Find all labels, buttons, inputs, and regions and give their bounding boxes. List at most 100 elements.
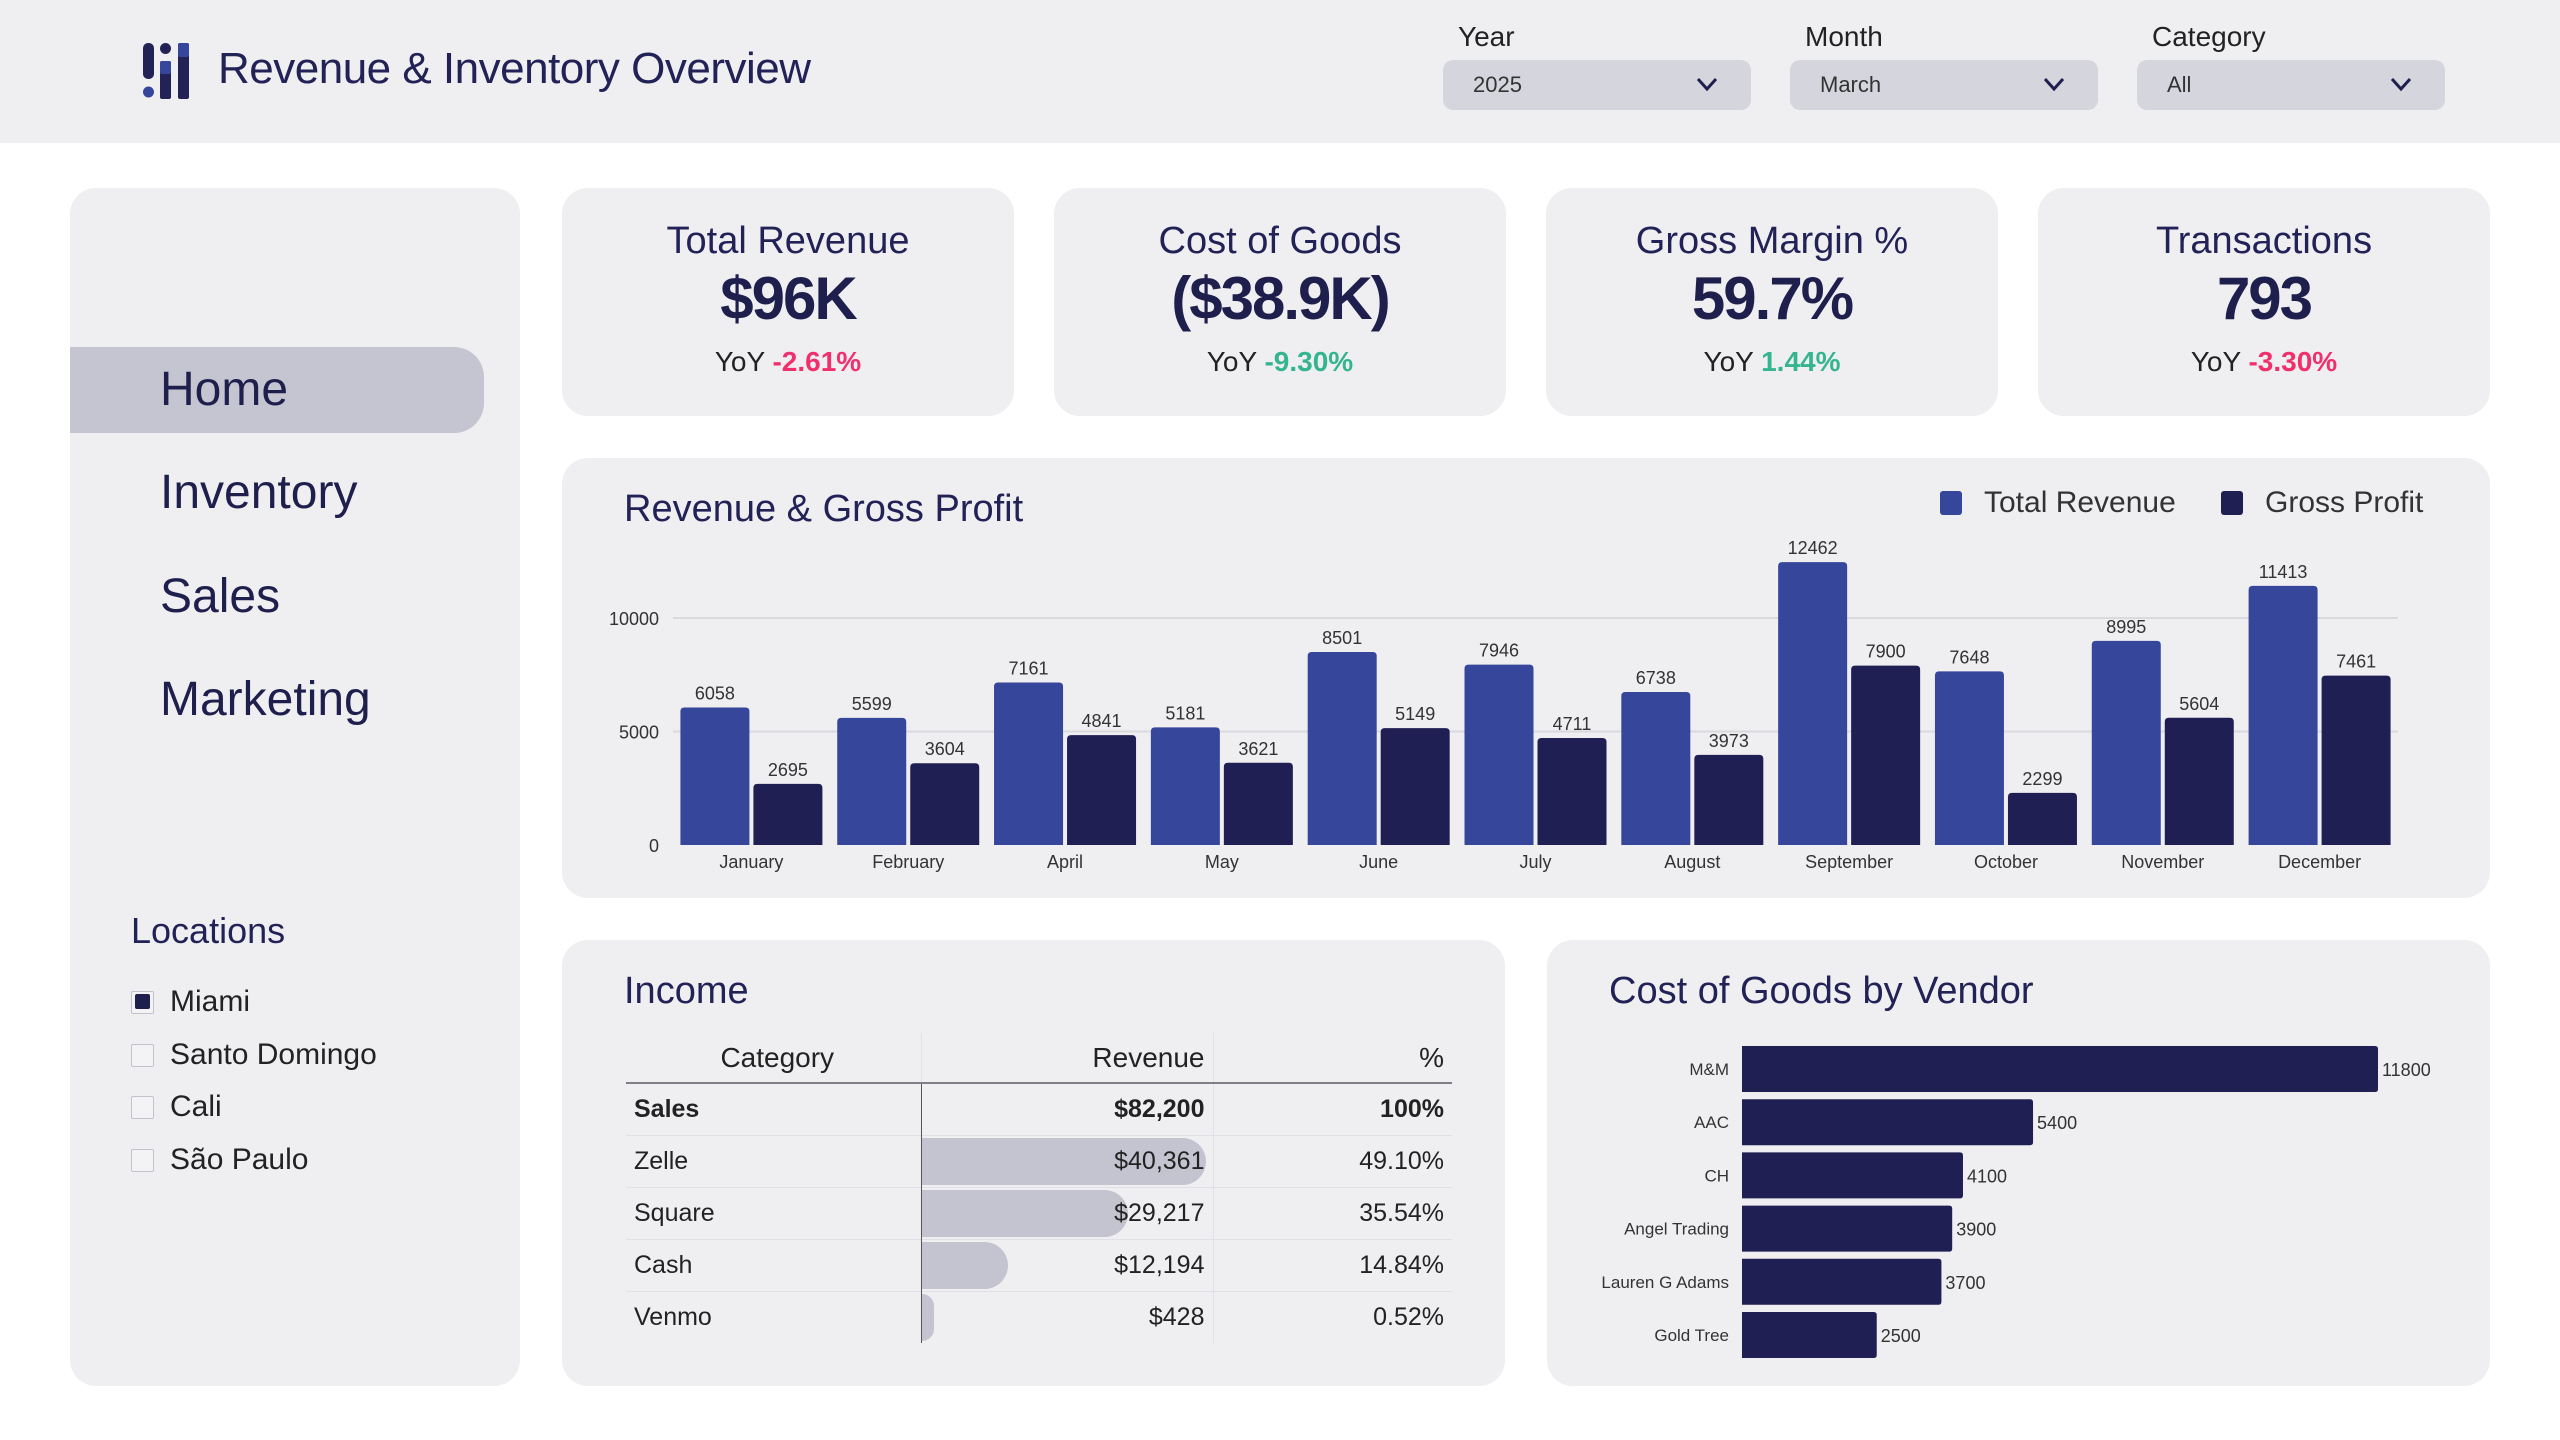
column-header-percent[interactable]: % (1212, 1033, 1452, 1083)
revenue-bar[interactable] (994, 682, 1064, 845)
revenue-bar[interactable] (1934, 671, 2004, 845)
income-revenue-cell: $428 (920, 1290, 1213, 1343)
vendor-label: M&M (1689, 1060, 1729, 1079)
legend-swatch-revenue (1940, 491, 1962, 515)
checkbox[interactable] (131, 1095, 154, 1119)
profit-bar[interactable] (753, 783, 823, 845)
profit-bar[interactable] (1537, 738, 1607, 845)
profit-bar[interactable] (1851, 665, 1921, 845)
bar-value-label: 5604 (2179, 694, 2219, 714)
bar-value-label: 3621 (1238, 739, 1278, 759)
kpi-title: Total Revenue (666, 220, 910, 262)
bar-value-label: 7461 (2336, 652, 2376, 672)
vendor-bar[interactable] (1742, 1099, 2034, 1146)
profit-bar[interactable] (1380, 728, 1450, 845)
yoy-delta: -2.61% (772, 346, 862, 377)
yoy-label: YoY (1703, 346, 1754, 377)
location-santo-domingo[interactable]: Santo Domingo (131, 1035, 377, 1075)
vendor-label: Lauren G Adams (1601, 1273, 1729, 1292)
category-filter-label: Category (2152, 21, 2266, 52)
income-category: Cash (626, 1238, 921, 1291)
revenue-bar[interactable] (2091, 640, 2161, 845)
revenue-bar[interactable] (1464, 664, 1534, 845)
nav-item-marketing[interactable]: Marketing (160, 673, 371, 726)
vendor-bar[interactable] (1742, 1046, 2378, 1092)
locations-title: Locations (131, 910, 286, 951)
income-category: Sales (634, 1094, 700, 1123)
y-tick-label: 5000 (619, 723, 659, 743)
yoy-label: YoY (714, 346, 765, 377)
x-tick-label: January (719, 852, 783, 872)
income-revenue: $428 (1148, 1302, 1205, 1331)
vendor-value-label: 2500 (1881, 1326, 1921, 1346)
revenue-bar[interactable] (2248, 585, 2318, 845)
x-tick-label: December (2278, 852, 2361, 872)
nav-item-home[interactable]: Home (70, 347, 484, 433)
header-bar: Revenue & Inventory Overview Year 2025 M… (0, 0, 2560, 143)
revenue-bar[interactable] (1150, 727, 1220, 845)
revenue-bar[interactable] (1621, 692, 1691, 845)
vendor-bar[interactable] (1742, 1205, 1953, 1252)
revenue-profit-bar-chart: 0 5000 10000 6058 2695 January 5599 3604 Februar… (609, 538, 2398, 872)
vendor-label: Gold Tree (1654, 1326, 1729, 1345)
x-tick-label: September (1805, 852, 1893, 872)
revenue-bar[interactable] (1307, 652, 1377, 845)
income-header-row: Category Revenue % (626, 1033, 1452, 1083)
checkbox[interactable] (131, 1148, 154, 1172)
nav-item-sales[interactable]: Sales (160, 570, 281, 623)
legend-total-revenue[interactable]: Total Revenue (1940, 486, 2176, 520)
vendor-chart-card: Cost of Goods by Vendor M&M 11800 AAC 5400 C… (1547, 940, 2490, 1386)
column-header-category[interactable]: Category (720, 1041, 835, 1073)
bar-value-label: 11413 (2259, 562, 2308, 582)
yoy-delta: 1.44% (1761, 346, 1841, 377)
nav-item-inventory[interactable]: Inventory (160, 466, 358, 519)
income-share-bar (921, 1137, 1207, 1185)
profit-bar[interactable] (2007, 792, 2077, 845)
legend-label: Total Revenue (1984, 486, 2176, 519)
income-percent: 0.52% (1212, 1290, 1452, 1343)
yoy-label: YoY (1206, 346, 1257, 377)
revenue-bar[interactable] (1778, 562, 1848, 845)
vendor-bar[interactable] (1742, 1152, 1963, 1199)
income-revenue-cell: $12,194 (920, 1238, 1213, 1291)
location-sao-paulo[interactable]: São Paulo (131, 1140, 308, 1180)
column-header-revenue[interactable]: Revenue (920, 1033, 1213, 1083)
vendor-label: AAC (1694, 1113, 1729, 1132)
location-miami[interactable]: Miami (131, 982, 250, 1022)
profit-bar[interactable] (1694, 754, 1764, 845)
profit-bar[interactable] (910, 763, 980, 845)
bar-value-label: 7648 (1949, 647, 1989, 667)
location-cali[interactable]: Cali (131, 1087, 222, 1127)
income-row: Square $29,217 35.54% (626, 1186, 1452, 1239)
month-select[interactable]: March (1790, 60, 2098, 110)
income-row: Cash $12,194 14.84% (626, 1238, 1452, 1291)
profit-bar[interactable] (2164, 717, 2234, 845)
profit-bar[interactable] (1223, 762, 1293, 845)
vendor-bar[interactable] (1742, 1312, 1877, 1358)
income-percent: 14.84% (1212, 1238, 1452, 1291)
x-tick-label: May (1205, 852, 1239, 872)
checkbox[interactable] (131, 990, 154, 1014)
checkbox[interactable] (131, 1043, 154, 1067)
profit-bar[interactable] (2321, 675, 2391, 845)
revenue-bar[interactable] (837, 717, 907, 845)
chart-title: Revenue & Gross Profit (624, 488, 1024, 530)
yoy-label: YoY (2190, 346, 2241, 377)
income-category: Zelle (626, 1134, 921, 1187)
legend-label: Gross Profit (2265, 486, 2424, 519)
legend-gross-profit[interactable]: Gross Profit (2221, 486, 2423, 520)
revenue-profit-chart-card: Revenue & Gross Profit Total Revenue Gro… (562, 458, 2490, 898)
vendor-value-label: 4100 (1967, 1166, 2007, 1186)
bar-chart-logo-icon (143, 43, 189, 99)
bar-value-label: 7900 (1866, 642, 1906, 662)
year-filter-label: Year (1458, 21, 1515, 52)
year-select[interactable]: 2025 (1443, 60, 1751, 110)
category-select[interactable]: All (2137, 60, 2445, 110)
income-percent: 35.54% (1212, 1186, 1452, 1239)
kpi-value: $96K (720, 265, 857, 332)
bar-value-label: 5181 (1165, 703, 1205, 723)
revenue-bar[interactable] (680, 707, 750, 845)
profit-bar[interactable] (1067, 735, 1137, 845)
income-share-bar (921, 1293, 934, 1341)
vendor-bar[interactable] (1742, 1258, 1942, 1305)
